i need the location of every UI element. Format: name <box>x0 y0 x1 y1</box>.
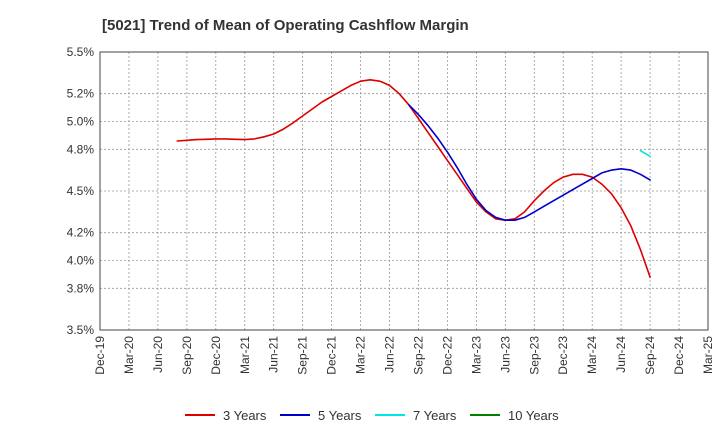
x-tick-label: Mar-22 <box>354 336 368 374</box>
x-tick-label: Dec-22 <box>440 336 454 375</box>
y-axis-tick-labels: 3.5% 3.8% 4.0% 4.2% 4.5% 4.8% 5.0% 5.2% 5.5% <box>67 45 95 337</box>
legend-label: 3 Years <box>223 408 267 423</box>
x-axis-tick-labels: Dec-19 Mar-20 Jun-20 Sep-20 Dec-20 Mar-21 Jun-… <box>93 336 715 375</box>
x-tick-label: Dec-24 <box>672 336 686 375</box>
y-tick-label: 5.2% <box>67 87 95 101</box>
x-tick-label: Dec-19 <box>93 336 107 375</box>
x-tick-label: Mar-23 <box>469 336 483 374</box>
y-tick-label: 4.5% <box>67 184 95 198</box>
legend: 3 Years 5 Years 7 Years 10 Years <box>185 408 559 423</box>
x-tick-label: Sep-23 <box>527 336 541 375</box>
y-tick-label: 3.8% <box>67 281 95 295</box>
legend-label: 7 Years <box>413 408 457 423</box>
y-tick-label: 5.0% <box>67 115 95 129</box>
x-tick-label: Jun-21 <box>267 336 281 373</box>
series-line-5-years <box>407 104 651 221</box>
x-tick-label: Dec-21 <box>325 336 339 375</box>
x-tick-label: Jun-22 <box>383 336 397 373</box>
x-tick-label: Mar-20 <box>122 336 136 374</box>
legend-label: 10 Years <box>508 408 559 423</box>
x-tick-label: Mar-25 <box>701 336 715 374</box>
series-lines <box>176 79 651 279</box>
x-tick-label: Dec-23 <box>556 336 570 375</box>
x-tick-label: Sep-21 <box>296 336 310 375</box>
grid <box>99 51 709 331</box>
legend-label: 5 Years <box>318 408 362 423</box>
y-tick-label: 4.0% <box>67 254 95 268</box>
series-line-7-years <box>639 149 651 158</box>
x-tick-label: Sep-24 <box>643 336 657 375</box>
x-tick-label: Sep-20 <box>180 336 194 375</box>
y-tick-label: 4.8% <box>67 142 95 156</box>
y-tick-label: 4.2% <box>67 226 95 240</box>
x-tick-label: Dec-20 <box>209 336 223 375</box>
x-tick-label: Jun-23 <box>498 336 512 373</box>
y-tick-label: 5.5% <box>67 45 95 59</box>
x-tick-label: Mar-24 <box>585 336 599 374</box>
plot-area-frame <box>99 51 709 331</box>
series-line-3-years <box>176 79 651 279</box>
chart-title: [5021] Trend of Mean of Operating Cashfl… <box>102 17 469 34</box>
x-tick-label: Sep-22 <box>411 336 425 375</box>
x-tick-label: Jun-20 <box>151 336 165 373</box>
y-tick-label: 3.5% <box>67 323 95 337</box>
x-tick-label: Mar-21 <box>238 336 252 374</box>
x-tick-label: Jun-24 <box>614 336 628 373</box>
